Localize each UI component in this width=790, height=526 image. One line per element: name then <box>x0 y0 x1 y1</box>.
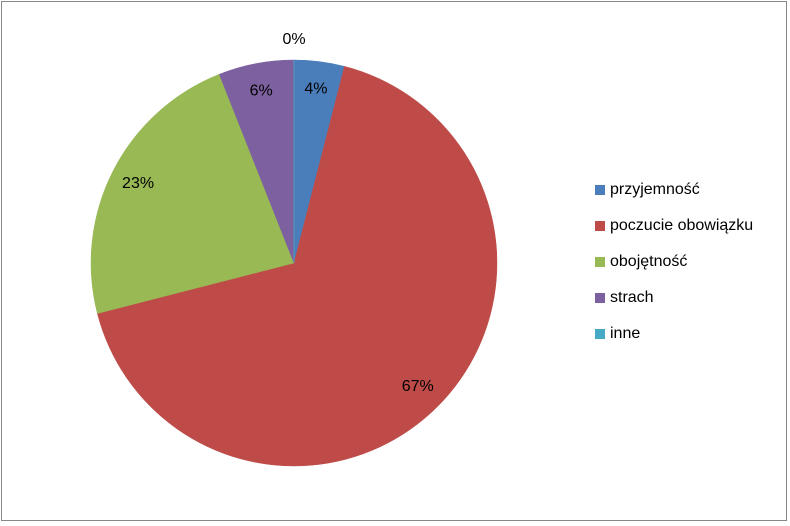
legend-label: strach <box>610 289 654 306</box>
legend-swatch <box>595 221 605 231</box>
legend-swatch <box>595 329 605 339</box>
data-label: 4% <box>304 81 327 98</box>
legend-swatch <box>595 257 605 267</box>
pie-slice <box>97 66 498 467</box>
data-label: 6% <box>250 82 273 99</box>
legend-label: poczucie obowiązku <box>610 217 753 234</box>
pie-slice <box>90 73 295 314</box>
data-label: 23% <box>122 175 154 192</box>
legend-swatch <box>595 293 605 303</box>
data-label: 67% <box>402 378 434 395</box>
legend-label: inne <box>610 325 640 342</box>
legend-swatch <box>595 185 605 195</box>
legend-label: obojętność <box>610 253 687 270</box>
legend-label: przyjemność <box>610 181 700 198</box>
data-label: 0% <box>282 31 305 48</box>
